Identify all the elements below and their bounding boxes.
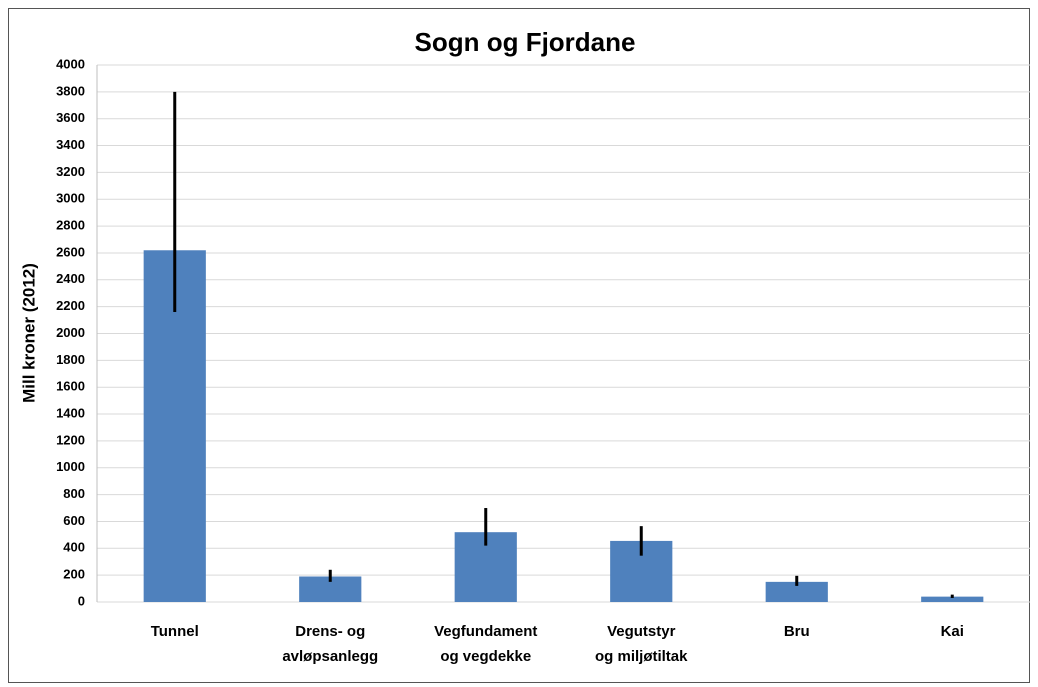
x-tick-label: Drens- og <box>295 623 365 640</box>
x-tick-label: Vegutstyr <box>607 623 676 640</box>
chart-border <box>8 8 1030 683</box>
bar <box>921 596 984 602</box>
x-tick-label: Kai <box>941 623 964 640</box>
x-tick-label: Tunnel <box>151 623 199 640</box>
y-tick-label: 800 <box>63 486 85 501</box>
bar <box>765 581 828 602</box>
y-tick-label: 400 <box>63 540 85 555</box>
y-tick-label: 1200 <box>56 432 85 447</box>
y-tick-label: 3600 <box>56 110 85 125</box>
y-tick-label: 2200 <box>56 298 85 313</box>
y-tick-label: 1000 <box>56 459 85 474</box>
x-tick-label: Bru <box>784 623 810 640</box>
y-tick-label: 3800 <box>56 83 85 98</box>
y-tick-label: 600 <box>63 513 85 528</box>
y-tick-label: 2400 <box>56 271 85 286</box>
y-tick-label: 4000 <box>56 56 85 71</box>
y-tick-label: 3400 <box>56 137 85 152</box>
y-tick-label: 1400 <box>56 405 85 420</box>
chart-title: Sogn og Fjordane <box>415 27 636 57</box>
y-tick-label: 3000 <box>56 191 85 206</box>
y-tick-label: 1600 <box>56 379 85 394</box>
x-tick-label: og vegdekke <box>440 648 531 665</box>
y-tick-label: 1800 <box>56 352 85 367</box>
y-tick-label: 3200 <box>56 164 85 179</box>
x-tick-label: og miljøtiltak <box>595 648 688 665</box>
y-tick-label: 2000 <box>56 325 85 340</box>
y-tick-label: 0 <box>78 593 85 608</box>
y-tick-label: 200 <box>63 567 85 582</box>
y-axis-label: Mill kroner (2012) <box>19 263 38 403</box>
x-tick-label: avløpsanlegg <box>282 648 378 665</box>
y-tick-label: 2600 <box>56 244 85 259</box>
y-tick-label: 2800 <box>56 218 85 233</box>
x-tick-label: Vegfundament <box>434 623 537 640</box>
